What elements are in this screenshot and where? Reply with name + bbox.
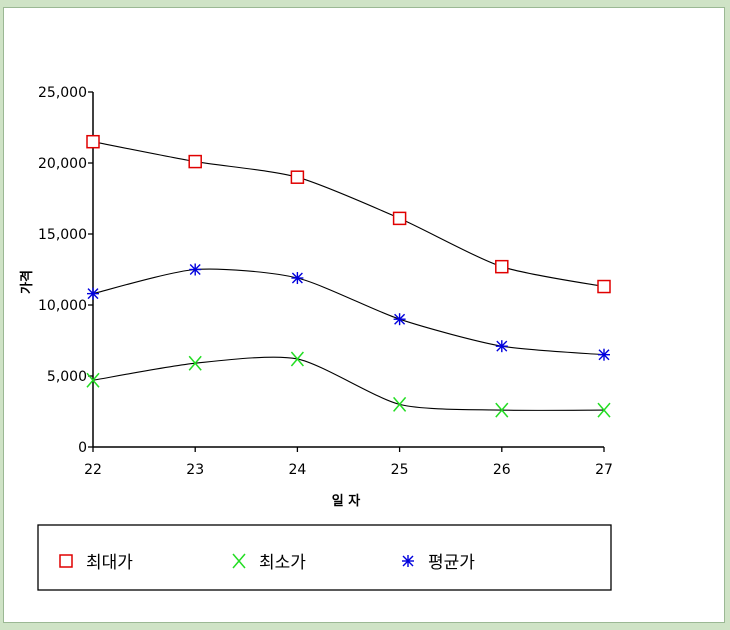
data-point-series-1-24: [290, 170, 305, 184]
y-tick-label: 0: [78, 440, 87, 456]
x-tick-label: 22: [84, 462, 102, 478]
series-line-1: [92, 141, 605, 288]
data-point-series-2-23: [188, 355, 202, 371]
data-point-series-2-27: [597, 402, 611, 418]
data-point-series-3-26: [495, 340, 508, 353]
x-tick-label: 24: [288, 462, 306, 478]
data-point-series-2-26: [495, 402, 509, 418]
data-point-series-1-26: [495, 259, 509, 274]
x-axis-title: 일 자: [332, 494, 360, 509]
legend-label-2: 최소가: [259, 553, 306, 573]
data-point-series-1-23: [188, 154, 202, 169]
y-tick-label: 20,000: [38, 156, 87, 172]
y-tick-label: 25,000: [38, 85, 87, 101]
data-point-series-1-27: [597, 279, 611, 294]
y-tick-label: 5,000: [47, 369, 87, 385]
series-line-2: [92, 356, 605, 411]
legend-item-1: 최대가: [59, 553, 133, 573]
series-line-3: [92, 268, 605, 356]
chart-frame: 0 5,000 10,000 15,000 20,000 25,000 22 23 24 25 2…: [3, 7, 725, 623]
legend: 최대가 최소가 평균가: [59, 553, 475, 573]
data-point-series-3-27: [598, 348, 610, 361]
legend-label-1: 최대가: [86, 553, 133, 573]
data-point-series-3-23: [189, 263, 202, 276]
legend-marker-1: [59, 554, 73, 568]
legend-label-3: 평균가: [428, 553, 475, 573]
y-axis-title: 가격: [20, 270, 35, 294]
series-layer: [86, 134, 611, 418]
data-point-series-3-22: [87, 287, 99, 300]
legend-item-3: 평균가: [402, 553, 475, 573]
legend-box: [37, 524, 612, 591]
x-tick-label: 27: [595, 462, 613, 478]
x-ticks: 22 23 24 25 26 27: [84, 447, 613, 478]
data-point-series-1-22: [86, 134, 100, 149]
x-tick-label: 25: [391, 462, 409, 478]
data-point-series-3-25: [393, 313, 406, 326]
data-point-series-2-24: [290, 351, 304, 367]
data-point-series-2-22: [86, 372, 100, 388]
legend-marker-3: [402, 555, 414, 567]
y-tick-label: 10,000: [38, 298, 87, 314]
data-point-series-2-25: [393, 396, 407, 412]
legend-marker-2: [232, 553, 246, 569]
data-point-series-3-24: [291, 272, 304, 285]
y-ticks: 0 5,000 10,000 15,000 20,000 25,000: [38, 85, 93, 456]
x-tick-label: 26: [493, 462, 511, 478]
data-point-series-1-25: [392, 211, 407, 226]
y-tick-label: 15,000: [38, 227, 87, 243]
legend-item-2: 최소가: [232, 553, 306, 573]
x-tick-label: 23: [186, 462, 204, 478]
